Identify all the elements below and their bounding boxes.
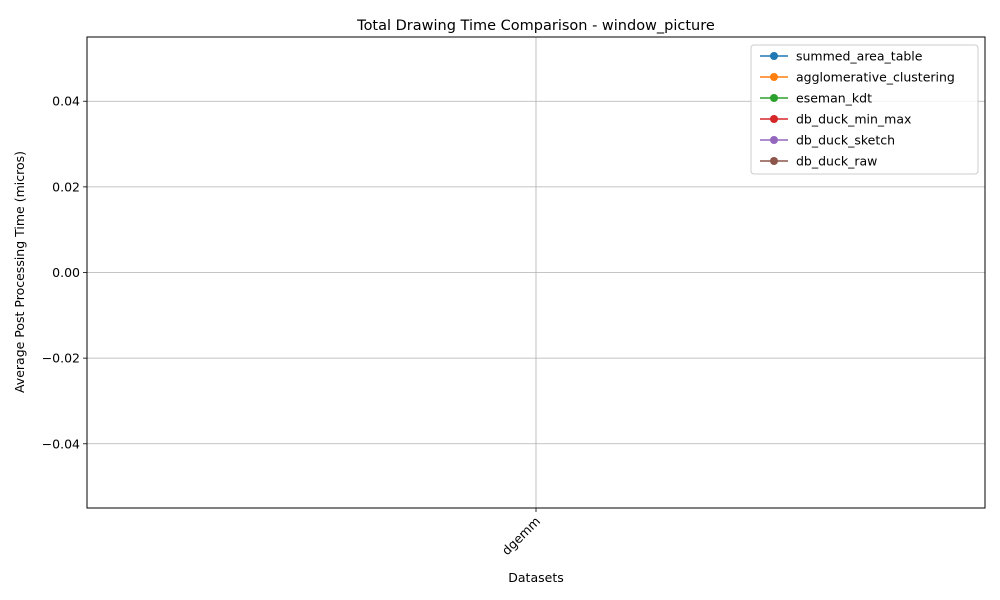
- legend-label: summed_area_table: [796, 49, 923, 64]
- x-axis-label: Datasets: [508, 570, 563, 585]
- y-tick-label: −0.02: [42, 351, 80, 366]
- y-tick-label: 0.02: [52, 179, 80, 194]
- legend-marker: [770, 73, 778, 81]
- legend-box: [750, 44, 979, 175]
- legend-label: db_duck_sketch: [796, 133, 895, 148]
- legend-marker: [770, 157, 778, 165]
- y-axis-label: Average Post Processing Time (micros): [12, 151, 27, 393]
- y-tick-label: 0.00: [52, 265, 80, 280]
- legend-marker: [770, 136, 778, 144]
- legend-marker: [770, 115, 778, 123]
- legend: summed_area_table agglomerative_clusterin…: [750, 44, 979, 175]
- y-axis-ticks: −0.04 −0.02 0.00 0.02 0.04: [42, 94, 87, 451]
- legend-label: db_duck_raw: [796, 154, 877, 169]
- y-tick-label: −0.04: [42, 436, 80, 451]
- x-tick-label: dgemm: [499, 514, 543, 558]
- chart-title: Total Drawing Time Comparison - window_p…: [356, 18, 715, 34]
- grid: [87, 37, 985, 508]
- legend-label: eseman_kdt: [796, 91, 872, 106]
- legend-label: agglomerative_clustering: [796, 70, 955, 85]
- legend-label: db_duck_min_max: [796, 112, 911, 127]
- legend-marker: [770, 52, 778, 60]
- y-tick-label: 0.04: [52, 94, 80, 109]
- legend-marker: [770, 94, 778, 102]
- x-axis-ticks: dgemm: [499, 508, 543, 558]
